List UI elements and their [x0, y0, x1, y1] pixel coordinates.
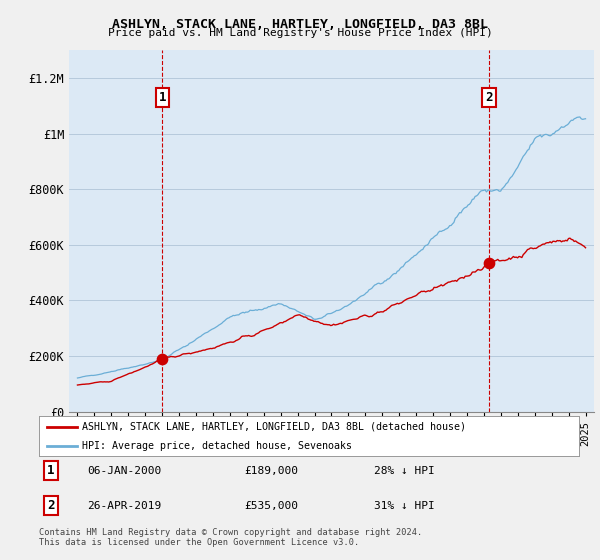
- Text: 2: 2: [485, 91, 493, 104]
- Text: Contains HM Land Registry data © Crown copyright and database right 2024.: Contains HM Land Registry data © Crown c…: [39, 528, 422, 537]
- Text: 31% ↓ HPI: 31% ↓ HPI: [374, 501, 434, 511]
- Text: This data is licensed under the Open Government Licence v3.0.: This data is licensed under the Open Gov…: [39, 538, 359, 547]
- Text: £535,000: £535,000: [244, 501, 298, 511]
- Text: 26-APR-2019: 26-APR-2019: [88, 501, 162, 511]
- Text: 1: 1: [47, 464, 55, 477]
- Text: 28% ↓ HPI: 28% ↓ HPI: [374, 466, 434, 476]
- Text: Price paid vs. HM Land Registry's House Price Index (HPI): Price paid vs. HM Land Registry's House …: [107, 28, 493, 38]
- Text: 06-JAN-2000: 06-JAN-2000: [88, 466, 162, 476]
- Point: [485, 259, 494, 268]
- Text: HPI: Average price, detached house, Sevenoaks: HPI: Average price, detached house, Seve…: [82, 441, 352, 451]
- Text: 1: 1: [159, 91, 166, 104]
- Text: £189,000: £189,000: [244, 466, 298, 476]
- Text: 2: 2: [47, 499, 55, 512]
- Point: [158, 354, 167, 363]
- Text: ASHLYN, STACK LANE, HARTLEY, LONGFIELD, DA3 8BL: ASHLYN, STACK LANE, HARTLEY, LONGFIELD, …: [112, 18, 488, 31]
- Text: ASHLYN, STACK LANE, HARTLEY, LONGFIELD, DA3 8BL (detached house): ASHLYN, STACK LANE, HARTLEY, LONGFIELD, …: [82, 422, 466, 432]
